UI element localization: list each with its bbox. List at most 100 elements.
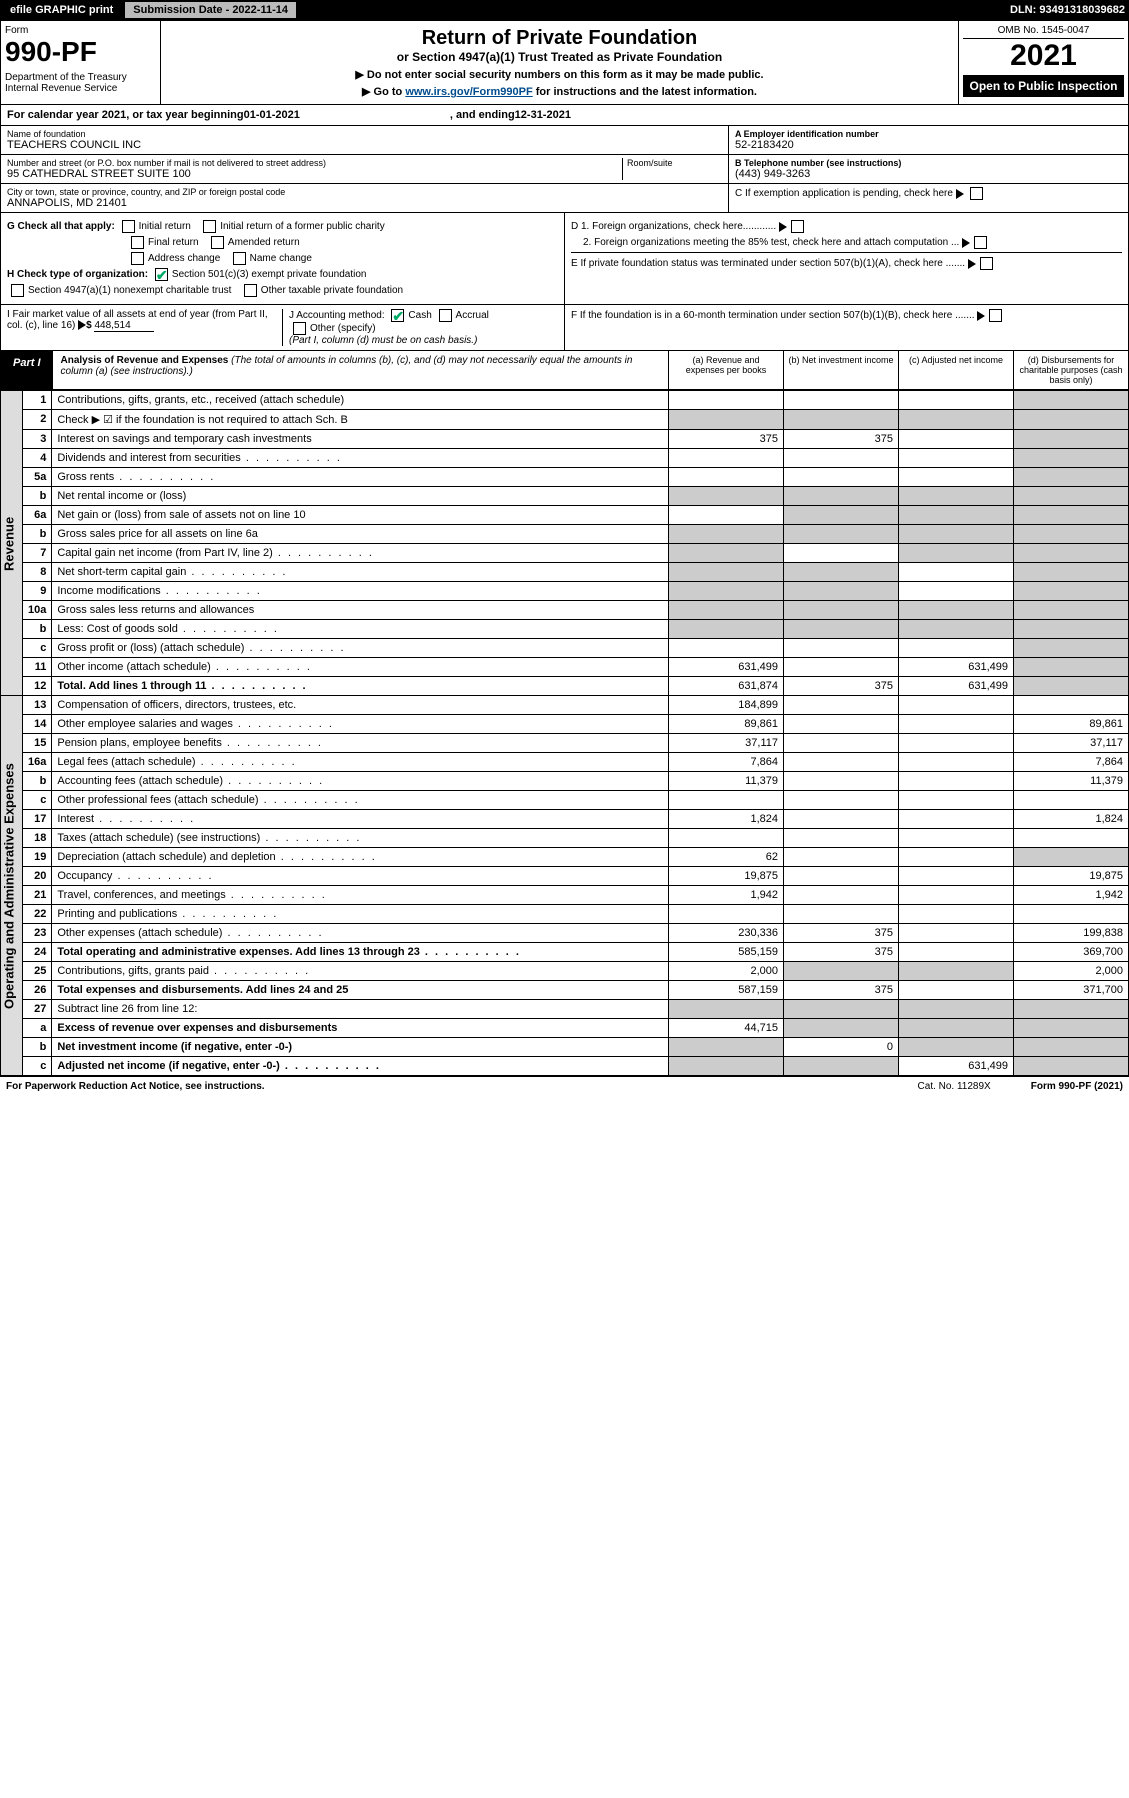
g-final-checkbox[interactable] [131, 236, 144, 249]
amount-cell: 19,875 [1014, 867, 1129, 886]
c-checkbox[interactable] [970, 187, 983, 200]
amount-cell [899, 449, 1014, 468]
g-opt-1: Initial return of a former public charit… [220, 221, 385, 232]
line-desc: Occupancy [52, 867, 669, 886]
open-public: Open to Public Inspection [963, 75, 1124, 97]
amount-cell [899, 1038, 1014, 1057]
amount-cell [899, 391, 1014, 410]
j-accrual-checkbox[interactable] [439, 309, 452, 322]
amount-cell [784, 410, 899, 430]
table-row: 20Occupancy19,87519,875 [1, 867, 1129, 886]
amount-cell [1014, 1019, 1129, 1038]
h-501c3-checkbox[interactable] [155, 268, 168, 281]
note-suffix: for instructions and the latest informat… [533, 86, 757, 98]
table-row: Operating and Administrative Expenses13C… [1, 696, 1129, 715]
addr-label: Number and street (or P.O. box number if… [7, 158, 622, 168]
amount-cell [899, 715, 1014, 734]
table-row: 15Pension plans, employee benefits37,117… [1, 734, 1129, 753]
amount-cell [1014, 487, 1129, 506]
amount-cell [669, 1057, 784, 1076]
i-j-f-row: I Fair market value of all assets at end… [0, 305, 1129, 351]
amount-cell [784, 867, 899, 886]
line-number: 26 [23, 981, 52, 1000]
amount-cell [1014, 658, 1129, 677]
line-desc: Printing and publications [52, 905, 669, 924]
h-other-checkbox[interactable] [244, 284, 257, 297]
g-name-checkbox[interactable] [233, 252, 246, 265]
amount-cell [669, 829, 784, 848]
g-address-checkbox[interactable] [131, 252, 144, 265]
line-desc: Taxes (attach schedule) (see instruction… [52, 829, 669, 848]
amount-cell [784, 639, 899, 658]
amount-cell [784, 696, 899, 715]
amount-cell: 11,379 [1014, 772, 1129, 791]
amount-cell [899, 924, 1014, 943]
amount-cell [784, 544, 899, 563]
amount-cell [669, 506, 784, 525]
amount-cell [899, 696, 1014, 715]
ein: 52-2183420 [735, 139, 1122, 151]
header-mid: Return of Private Foundation or Section … [161, 21, 958, 104]
table-row: 22Printing and publications [1, 905, 1129, 924]
amount-cell [784, 1000, 899, 1019]
g-opt-5: Name change [250, 253, 312, 264]
amount-cell: 184,899 [669, 696, 784, 715]
g-label: G Check all that apply: [7, 221, 115, 232]
table-row: 7Capital gain net income (from Part IV, … [1, 544, 1129, 563]
line-number: 11 [23, 658, 52, 677]
f-checkbox[interactable] [989, 309, 1002, 322]
amount-cell: 375 [784, 430, 899, 449]
table-row: bGross sales price for all assets on lin… [1, 525, 1129, 544]
j-cash-checkbox[interactable] [391, 309, 404, 322]
g-section: G Check all that apply: Initial return I… [1, 213, 565, 304]
amount-cell: 37,117 [669, 734, 784, 753]
table-row: cOther professional fees (attach schedul… [1, 791, 1129, 810]
amount-cell: 230,336 [669, 924, 784, 943]
amount-cell [784, 886, 899, 905]
amount-cell: 89,861 [669, 715, 784, 734]
form990pf-link[interactable]: www.irs.gov/Form990PF [405, 86, 532, 98]
foundation-name: TEACHERS COUNCIL INC [7, 139, 722, 151]
foundation-name-cell: Name of foundation TEACHERS COUNCIL INC [1, 126, 728, 155]
form-subtitle: or Section 4947(a)(1) Trust Treated as P… [167, 50, 952, 64]
amount-cell [669, 1038, 784, 1057]
g-initial-former-checkbox[interactable] [203, 220, 216, 233]
amount-cell [784, 601, 899, 620]
amount-cell [899, 753, 1014, 772]
table-row: 3Interest on savings and temporary cash … [1, 430, 1129, 449]
line-number: b [23, 525, 52, 544]
j-other-checkbox[interactable] [293, 322, 306, 335]
phone-label: B Telephone number (see instructions) [735, 158, 1122, 168]
amount-cell [784, 525, 899, 544]
amount-cell: 1,824 [1014, 810, 1129, 829]
amount-cell [1014, 677, 1129, 696]
g-opt-2: Final return [148, 237, 199, 248]
table-row: 24Total operating and administrative exp… [1, 943, 1129, 962]
amount-cell: 369,700 [1014, 943, 1129, 962]
d2-checkbox[interactable] [974, 236, 987, 249]
amount-cell: 2,000 [669, 962, 784, 981]
e-checkbox[interactable] [980, 257, 993, 270]
table-row: bNet rental income or (loss) [1, 487, 1129, 506]
note-link: ▶ Go to www.irs.gov/Form990PF for instru… [167, 85, 952, 98]
g-initial-checkbox[interactable] [122, 220, 135, 233]
amount-cell: 375 [784, 677, 899, 696]
triangle-icon [956, 189, 964, 199]
h-4947-checkbox[interactable] [11, 284, 24, 297]
amount-cell [899, 772, 1014, 791]
amount-cell [1014, 905, 1129, 924]
amount-cell [669, 639, 784, 658]
line-number: 10a [23, 601, 52, 620]
amount-cell: 7,864 [1014, 753, 1129, 772]
d1-checkbox[interactable] [791, 220, 804, 233]
h-opt3: Other taxable private foundation [261, 285, 403, 296]
amount-cell [899, 468, 1014, 487]
triangle-icon [78, 320, 86, 330]
line-desc: Other expenses (attach schedule) [52, 924, 669, 943]
g-amended-checkbox[interactable] [211, 236, 224, 249]
line-desc: Legal fees (attach schedule) [52, 753, 669, 772]
amount-cell [1014, 563, 1129, 582]
part1-desc: Analysis of Revenue and Expenses (The to… [53, 351, 668, 389]
city-label: City or town, state or province, country… [7, 187, 722, 197]
table-row: 11Other income (attach schedule)631,4996… [1, 658, 1129, 677]
